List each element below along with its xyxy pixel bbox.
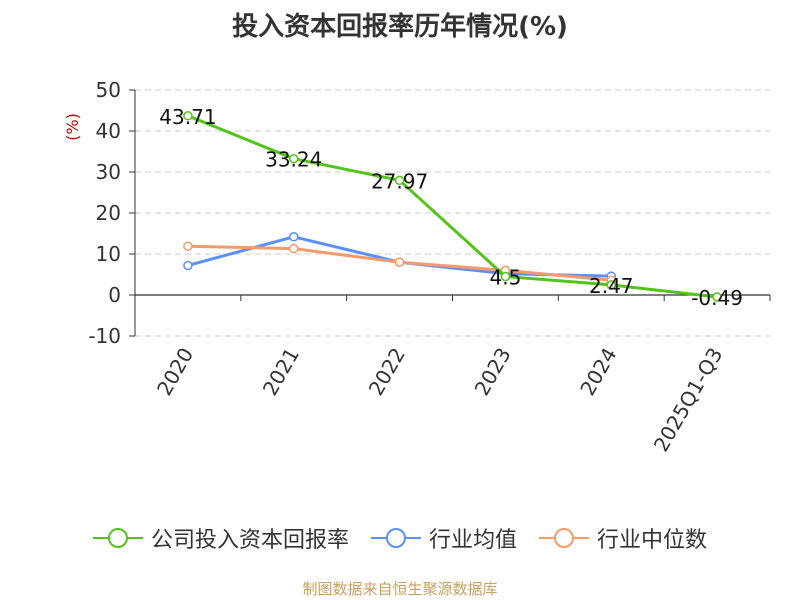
y-axis-title: (%)	[63, 113, 82, 141]
legend-label: 行业均值	[428, 528, 517, 553]
data-point	[183, 260, 193, 271]
axes: 50 40 30 20 10 0 -10 (%) 2020 2021 2022 2023 2024 202…	[63, 78, 771, 456]
chart-title: 投入资本回报率历年情况(%)	[232, 12, 568, 42]
legend-label: 公司投入资本回报率	[150, 528, 349, 553]
legend-marker-icon	[539, 528, 589, 548]
legend: 公司投入资本回报率 行业均值 行业中位数	[0, 522, 800, 554]
legend-item[interactable]: 行业均值	[370, 522, 517, 554]
y-tick-label: 10	[96, 242, 121, 266]
y-tick-label: 50	[96, 78, 121, 102]
gridlines	[135, 89, 770, 337]
data-label: 2.47	[589, 274, 634, 298]
x-tick-label: 2022	[364, 344, 410, 400]
y-tick-label: 20	[96, 201, 121, 225]
y-tick-label: 0	[108, 283, 121, 307]
x-tick-label: 2020	[152, 344, 198, 400]
data-label: 43.71	[159, 105, 216, 129]
data-point	[183, 111, 193, 121]
legend-item[interactable]: 行业中位数	[539, 522, 707, 554]
data-point	[500, 271, 511, 282]
data-point	[289, 232, 299, 242]
data-point	[289, 153, 299, 164]
series-line	[187, 235, 612, 278]
x-tick-label: 2021	[258, 344, 304, 400]
data-point	[289, 243, 299, 254]
series-line	[187, 114, 718, 299]
data-point	[606, 280, 616, 290]
legend-label: 行业中位数	[597, 528, 708, 553]
data-point	[183, 241, 193, 251]
x-tick-label: 2024	[575, 344, 621, 400]
y-tick-label: 40	[96, 119, 121, 143]
legend-marker-icon	[370, 528, 421, 548]
source-note: 制图数据来自恒生聚源数据库	[302, 580, 498, 598]
x-tick-label: 2023	[470, 343, 516, 399]
x-tick-label: 2025Q1-Q3	[649, 344, 728, 456]
data-label: 33.24	[265, 148, 322, 172]
data-point	[712, 292, 722, 302]
legend-marker-icon	[92, 528, 143, 548]
data-point	[394, 175, 405, 186]
data-labels: 43.71 33.24 27.97 4.5 2.47 -0.49	[159, 105, 743, 310]
y-tick-label: 30	[96, 160, 121, 184]
data-label: -0.49	[691, 286, 743, 310]
data-label: 4.5	[490, 266, 522, 290]
y-tick-label: -10	[88, 324, 121, 348]
data-label: 27.97	[371, 169, 428, 193]
data-point	[394, 257, 405, 267]
legend-item[interactable]: 公司投入资本回报率	[92, 522, 349, 554]
series-lines	[183, 111, 722, 302]
